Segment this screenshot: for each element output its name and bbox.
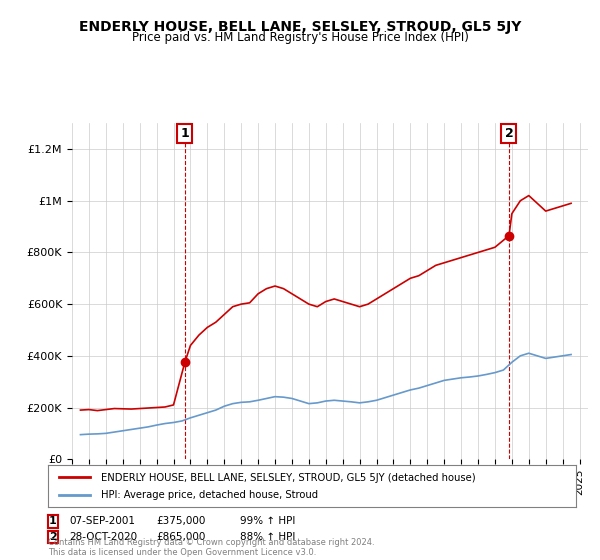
Text: Price paid vs. HM Land Registry's House Price Index (HPI): Price paid vs. HM Land Registry's House … <box>131 31 469 44</box>
Text: 2: 2 <box>49 532 56 542</box>
Text: 1: 1 <box>49 516 56 526</box>
Text: 99% ↑ HPI: 99% ↑ HPI <box>240 516 295 526</box>
Text: £865,000: £865,000 <box>156 532 205 542</box>
Text: ENDERLY HOUSE, BELL LANE, SELSLEY, STROUD, GL5 5JY (detached house): ENDERLY HOUSE, BELL LANE, SELSLEY, STROU… <box>101 473 475 483</box>
Text: 28-OCT-2020: 28-OCT-2020 <box>69 532 137 542</box>
Text: ENDERLY HOUSE, BELL LANE, SELSLEY, STROUD, GL5 5JY: ENDERLY HOUSE, BELL LANE, SELSLEY, STROU… <box>79 20 521 34</box>
Text: 88% ↑ HPI: 88% ↑ HPI <box>240 532 295 542</box>
Text: 1: 1 <box>181 127 189 140</box>
Text: 2: 2 <box>505 127 514 140</box>
Text: Contains HM Land Registry data © Crown copyright and database right 2024.
This d: Contains HM Land Registry data © Crown c… <box>48 538 374 557</box>
Text: 07-SEP-2001: 07-SEP-2001 <box>69 516 135 526</box>
Text: £375,000: £375,000 <box>156 516 205 526</box>
Text: HPI: Average price, detached house, Stroud: HPI: Average price, detached house, Stro… <box>101 490 318 500</box>
